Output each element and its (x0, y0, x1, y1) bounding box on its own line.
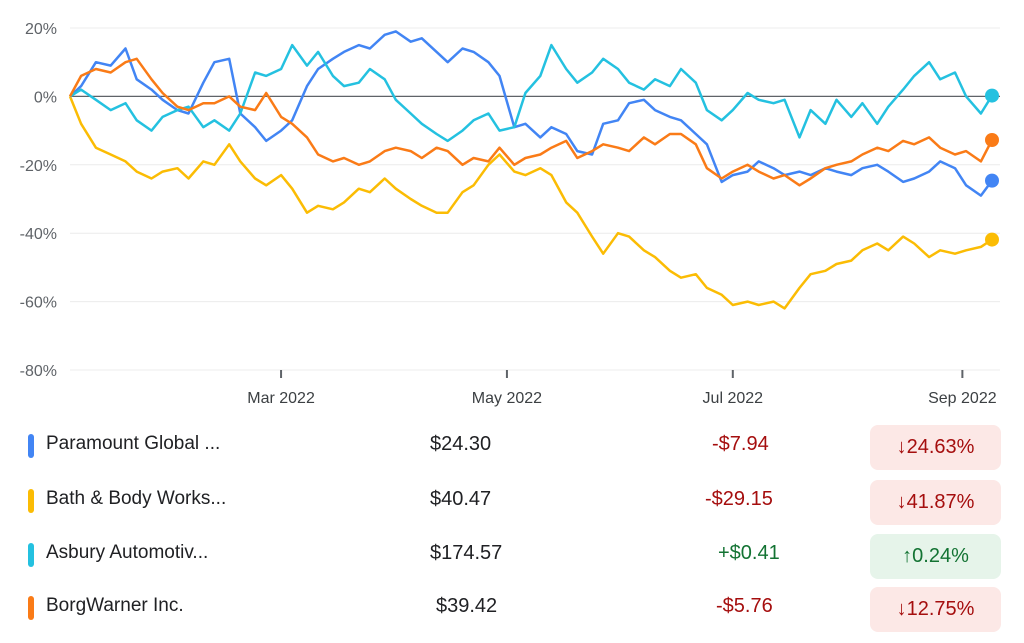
stock-name: Paramount Global ... (46, 433, 221, 454)
stock-price: $39.42 (436, 595, 498, 617)
series-endpoint-1 (985, 173, 999, 188)
series-color-swatch (28, 489, 34, 513)
x-tick-label: Jul 2022 (703, 390, 764, 407)
y-tick-label: -60% (20, 295, 57, 312)
legend-row[interactable]: Bath & Body Works... $40.47 -$29.15 ↓41.87% (0, 480, 1024, 525)
series-color-swatch (28, 434, 34, 458)
percent-change-badge: ↓12.75% (870, 587, 1001, 632)
y-tick-label: -40% (20, 226, 57, 243)
price-change: -$29.15 (705, 488, 773, 510)
percent-change-value: 41.87% (906, 491, 975, 513)
y-tick-label: -80% (20, 363, 57, 380)
arrow-down-icon: ↓ (896, 491, 907, 513)
legend-row[interactable]: Paramount Global ... $24.30 -$7.94 ↓24.63% (0, 425, 1024, 470)
x-tick-label: Sep 2022 (928, 390, 997, 407)
arrow-down-icon: ↓ (896, 598, 907, 620)
stock-name: Asbury Automotiv... (46, 542, 209, 563)
series-endpoint-3 (985, 88, 999, 103)
percent-change-value: 0.24% (912, 545, 969, 567)
arrow-up-icon: ↑ (902, 545, 913, 567)
series-line-4 (68, 57, 994, 187)
stock-name: Bath & Body Works... (46, 488, 227, 509)
price-change: -$5.76 (716, 595, 773, 617)
y-tick-label: 20% (25, 21, 57, 38)
x-axis: Mar 2022 May 2022 Jul 2022 Sep 2022 (247, 370, 997, 407)
price-change: -$7.94 (712, 433, 769, 455)
legend-row[interactable]: BorgWarner Inc. $39.42 -$5.76 ↓12.75% (0, 587, 1024, 632)
series-color-swatch (28, 596, 34, 620)
stock-price: $40.47 (430, 488, 492, 510)
y-tick-label: -20% (20, 158, 57, 175)
x-tick-label: May 2022 (472, 390, 542, 407)
legend-row[interactable]: Asbury Automotiv... $174.57 +$0.41 ↑0.24% (0, 534, 1024, 579)
percent-change-badge: ↑0.24% (870, 534, 1001, 579)
series-endpoint-2 (985, 232, 999, 247)
percent-change-value: 24.63% (906, 436, 975, 458)
series-line-1 (69, 30, 994, 197)
stock-price: $174.57 (430, 542, 503, 564)
percent-change-badge: ↓41.87% (870, 480, 1001, 525)
series-line-2 (68, 95, 993, 310)
y-axis: 20% 0% -20% -40% -60% -80% (20, 21, 57, 380)
x-tick-label: Mar 2022 (247, 390, 315, 407)
series-lines (68, 30, 994, 310)
price-change: +$0.41 (718, 542, 780, 564)
series-endpoint-4 (985, 133, 999, 148)
gridlines (70, 27, 1000, 371)
comparison-chart: 20% 0% -20% -40% -60% -80% Mar 2022 May 2022 Ju… (20, 21, 1000, 407)
percent-change-badge: ↓24.63% (870, 425, 1001, 470)
percent-change-value: 12.75% (906, 598, 975, 620)
series-endpoints (985, 88, 999, 247)
stock-price: $24.30 (430, 433, 492, 455)
y-tick-label: 0% (34, 89, 57, 106)
stock-name: BorgWarner Inc. (46, 595, 184, 616)
arrow-down-icon: ↓ (896, 436, 907, 458)
series-color-swatch (28, 543, 34, 567)
series-line-3 (69, 43, 994, 143)
